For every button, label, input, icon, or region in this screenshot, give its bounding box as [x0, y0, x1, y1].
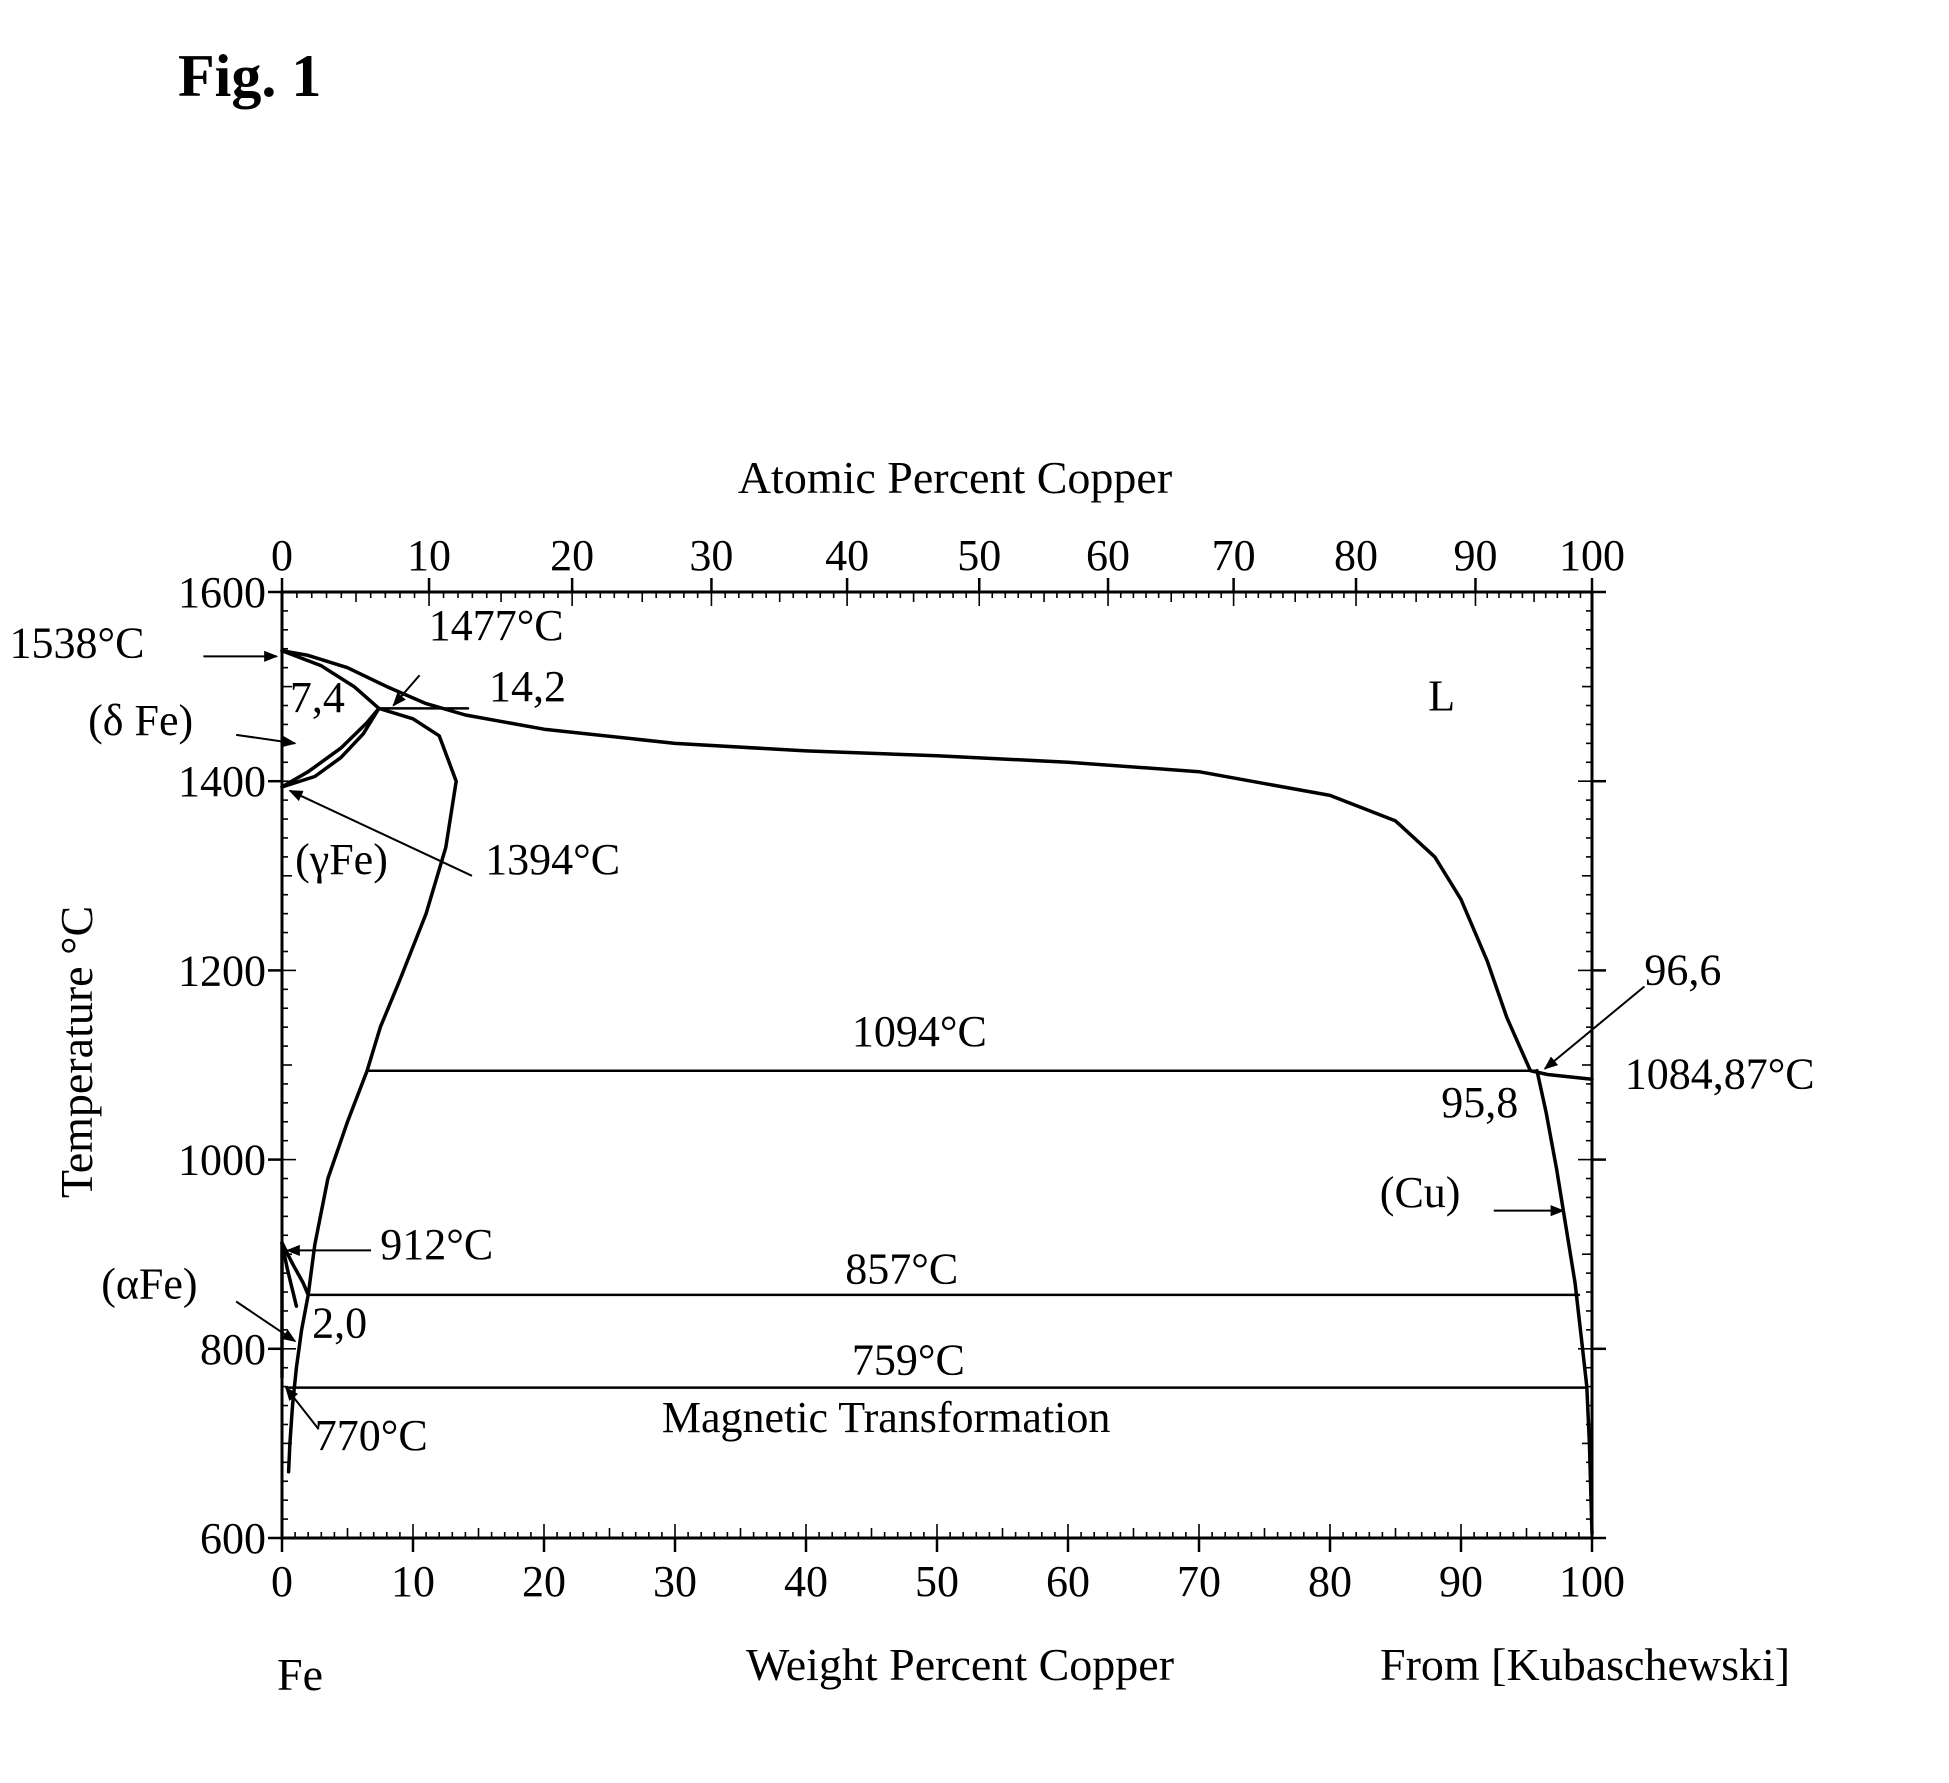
bottom-axis-title: Weight Percent Copper: [746, 1639, 1174, 1690]
x2-tick-label: 10: [407, 531, 451, 580]
annotation-t1538: 1538°C: [10, 618, 145, 667]
annotation-t1477: 1477°C: [429, 601, 564, 650]
arrow-1477: [392, 674, 421, 707]
phase-boundary-curves: [280, 648, 1594, 1536]
annotation-gamma_fe: (γFe): [295, 835, 388, 884]
annotation-magnetic: Magnetic Transformation: [662, 1393, 1111, 1442]
curve-delta-gamma-lower: [280, 706, 381, 789]
x2-tick-label: 90: [1453, 531, 1497, 580]
annotation-t912: 912°C: [380, 1220, 493, 1269]
annotation-c142: 14,2: [489, 662, 566, 711]
x-tick-label: 30: [653, 1557, 697, 1606]
annotation-t759: 759°C: [852, 1335, 965, 1384]
x-tick-label: 80: [1308, 1557, 1352, 1606]
x-tick-label: 60: [1046, 1557, 1090, 1606]
arrow-770: [285, 1386, 320, 1430]
curve-gamma-solvus: [306, 706, 458, 1297]
annotation-t108487: 1084,87°C: [1625, 1050, 1815, 1099]
annotation-delta_fe: (δ Fe): [88, 696, 193, 745]
x2-tick-label: 80: [1334, 531, 1378, 580]
x-tick-label: 90: [1439, 1557, 1483, 1606]
x2-tick-label: 50: [957, 531, 1001, 580]
annotation-c20: 2,0: [312, 1298, 367, 1347]
x-tick-label: 10: [391, 1557, 435, 1606]
curve-alpha-solvus: [286, 1293, 310, 1474]
annotation-L: L: [1428, 671, 1455, 720]
y-tick-label: 800: [200, 1325, 266, 1374]
annotation-t770: 770°C: [315, 1411, 428, 1460]
x2-tick-label: 0: [271, 531, 293, 580]
arrow-1394: [288, 789, 473, 877]
curve-delta-gamma-upper: [280, 706, 381, 789]
x-tick-label: 40: [784, 1557, 828, 1606]
x-tick-label: 20: [522, 1557, 566, 1606]
annotation-alpha_fe: (αFe): [101, 1260, 197, 1309]
y-tick-label: 1200: [178, 946, 266, 995]
annotation-labels: 1538°C 1477°C 7,4 14,2 (δ Fe) L (γFe) 1394°C 96,…: [10, 601, 1815, 1460]
x2-tick-label: 40: [825, 531, 869, 580]
curve-cu-solvus: [1535, 1068, 1594, 1536]
y-axis-title: Temperature °C: [51, 906, 102, 1198]
annotation-t1394: 1394°C: [485, 835, 620, 884]
annotation-c958: 95,8: [1441, 1078, 1518, 1127]
curve-delta-solidus: [280, 648, 381, 711]
annotation-t857: 857°C: [845, 1245, 958, 1294]
annotation-c966: 96,6: [1644, 946, 1721, 995]
fe-element-label: Fe: [277, 1649, 323, 1700]
curve-liquidus: [280, 648, 1594, 1082]
y-tick-label: 1000: [178, 1136, 266, 1185]
x2-tick-label: 30: [689, 531, 733, 580]
x2-tick-label: 20: [550, 531, 594, 580]
x-tick-label: 100: [1559, 1557, 1625, 1606]
annotation-cu: (Cu): [1380, 1168, 1461, 1217]
curve-alpha-gamma-inner: [280, 1241, 299, 1308]
arrow-966: [1543, 985, 1646, 1070]
annotation-arrows: [203, 650, 1646, 1430]
top-axis-title: Atomic Percent Copper: [738, 452, 1172, 503]
arrow-alpha-fe: [235, 1300, 297, 1343]
annotation-c74: 7,4: [290, 673, 345, 722]
x2-tick-label: 70: [1212, 531, 1256, 580]
x2-tick-label: 60: [1086, 531, 1130, 580]
x-tick-label: 0: [271, 1557, 293, 1606]
y-tick-label: 600: [200, 1514, 266, 1563]
annotation-t1094: 1094°C: [852, 1007, 987, 1056]
y-tick-label: 1400: [178, 757, 266, 806]
x2-tick-label: 100: [1559, 531, 1625, 580]
x-tick-label: 50: [915, 1557, 959, 1606]
axis-tick-labels: 0 10 20 30 40 50 60 70 80 90 1000 10 20 30 40 50 60 70 80 9…: [178, 531, 1625, 1606]
source-credit: From [Kubaschewski]: [1380, 1639, 1790, 1690]
arrow-delta-fe: [236, 733, 297, 748]
axis-ticks: [281, 591, 1593, 1539]
y-tick-label: 1600: [178, 568, 266, 617]
x-tick-label: 70: [1177, 1557, 1221, 1606]
figure-title: Fig. 1: [178, 43, 321, 109]
